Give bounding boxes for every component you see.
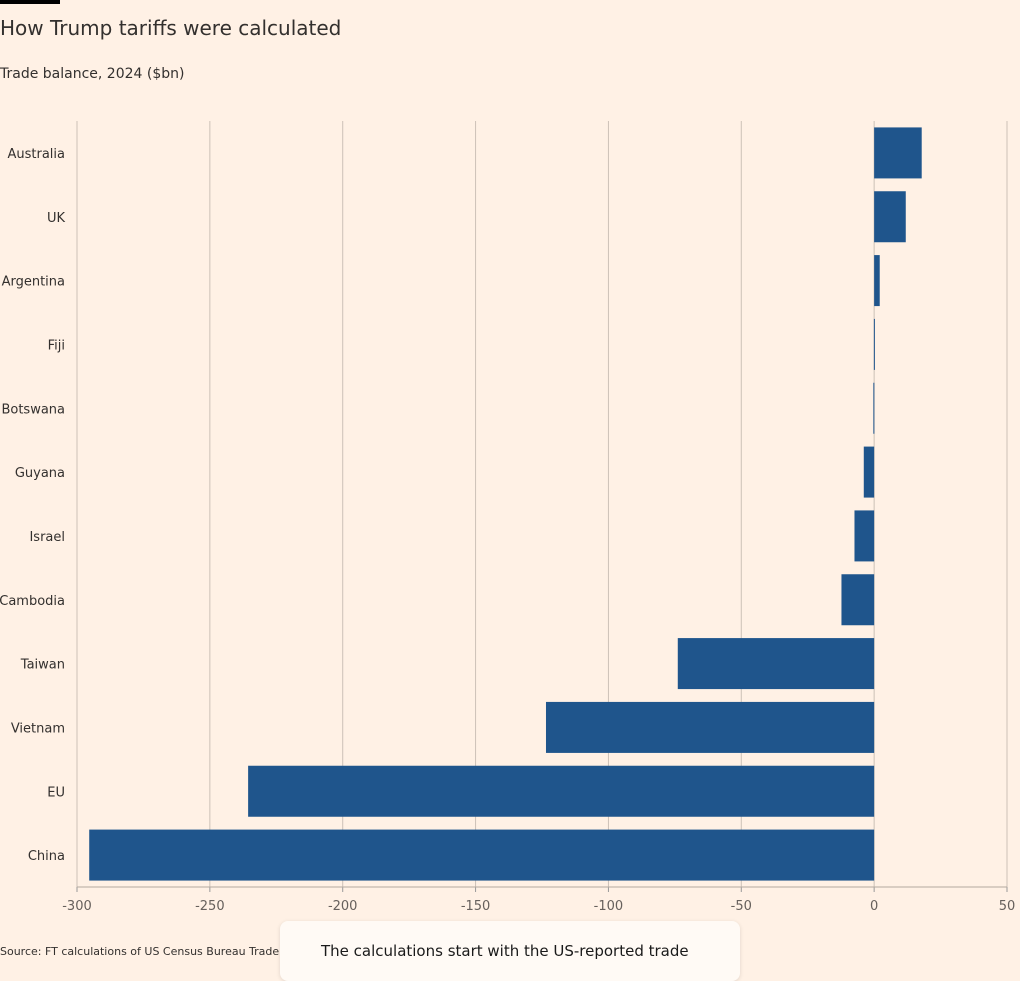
- bar-taiwan: [677, 638, 875, 690]
- y-tick-label: Vietnam: [11, 721, 65, 736]
- x-tick-label: 50: [999, 899, 1016, 914]
- bar-fiji: [873, 318, 875, 370]
- x-tick-label: -250: [195, 899, 225, 914]
- bar-cambodia: [841, 574, 875, 626]
- top-rule: [0, 0, 60, 4]
- x-tick-label: -200: [328, 899, 358, 914]
- y-tick-label: UK: [47, 211, 66, 226]
- bar-australia: [874, 127, 922, 179]
- chart-subtitle: Trade balance, 2024 ($bn): [0, 66, 185, 82]
- y-tick-label: Israel: [29, 530, 65, 545]
- y-tick-label: Fiji: [48, 338, 65, 353]
- x-tick-label: -300: [62, 899, 92, 914]
- y-tick-label: Cambodia: [0, 594, 65, 609]
- annotation-card: The calculations start with the US-repor…: [280, 921, 740, 981]
- bar-guyana: [863, 446, 875, 498]
- y-tick-label: Australia: [7, 147, 65, 162]
- bar-botswana: [873, 382, 875, 434]
- bar-chart: -300 -250 -200 -150 -100 -50 0 50 Australia UK Arg…: [0, 121, 1016, 914]
- bar-vietnam: [545, 701, 875, 753]
- x-tick-label: 0: [870, 899, 878, 914]
- annotation-text: The calculations start with the US-repor…: [321, 942, 689, 960]
- y-tick-label: EU: [47, 785, 65, 800]
- chart-title: How Trump tariffs were calculated: [0, 16, 342, 40]
- y-tick-label: Argentina: [2, 275, 65, 290]
- x-tick-label: -150: [461, 899, 491, 914]
- y-tick-label: China: [28, 849, 65, 864]
- x-tick-label: -50: [731, 899, 752, 914]
- x-tick-label: -100: [594, 899, 624, 914]
- source-note: Source: FT calculations of US Census Bur…: [0, 945, 309, 958]
- bar-uk: [874, 191, 906, 243]
- y-tick-label: Guyana: [15, 466, 65, 481]
- y-tick-label: Botswana: [1, 402, 65, 417]
- bar-israel: [854, 510, 875, 562]
- bar-eu: [248, 765, 875, 817]
- bar-china: [89, 829, 875, 881]
- y-tick-label: Taiwan: [20, 658, 65, 673]
- bar-argentina: [874, 255, 880, 307]
